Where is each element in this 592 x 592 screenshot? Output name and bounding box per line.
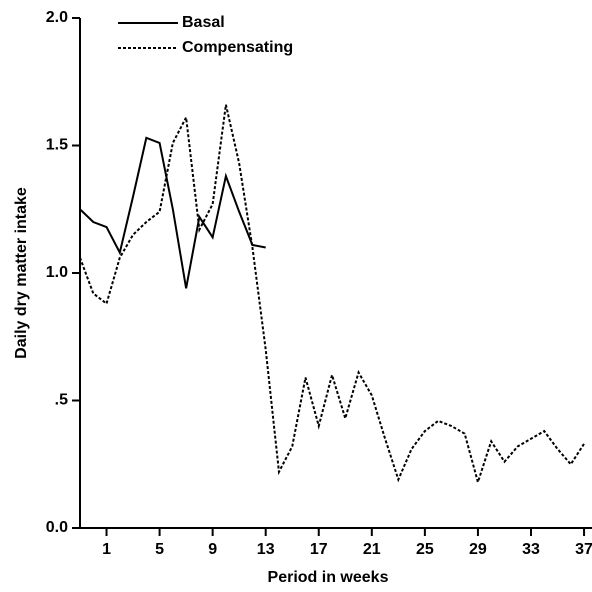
y-tick-label: .5: [55, 392, 68, 409]
x-tick-label: 9: [208, 541, 217, 558]
y-tick-label: 1.0: [46, 264, 68, 281]
legend-label: Compensating: [182, 39, 293, 56]
x-tick-label: 25: [416, 541, 434, 558]
x-tick-label: 17: [310, 541, 328, 558]
legend-label: Basal: [182, 14, 225, 31]
x-tick-label: 5: [155, 541, 164, 558]
x-tick-label: 37: [575, 541, 592, 558]
y-tick-label: 2.0: [46, 9, 68, 26]
x-tick-label: 33: [522, 541, 540, 558]
x-axis-label: Period in weeks: [268, 569, 389, 586]
x-tick-label: 21: [363, 541, 381, 558]
x-tick-label: 13: [257, 541, 275, 558]
y-tick-label: 0.0: [46, 519, 68, 536]
data-line: [79, 136, 266, 289]
data-line: [79, 104, 585, 486]
y-tick-label: 1.5: [46, 137, 68, 154]
x-tick-label: 1: [102, 541, 111, 558]
x-tick-label: 29: [469, 541, 487, 558]
y-axis-label: Daily dry matter intake: [13, 187, 30, 359]
